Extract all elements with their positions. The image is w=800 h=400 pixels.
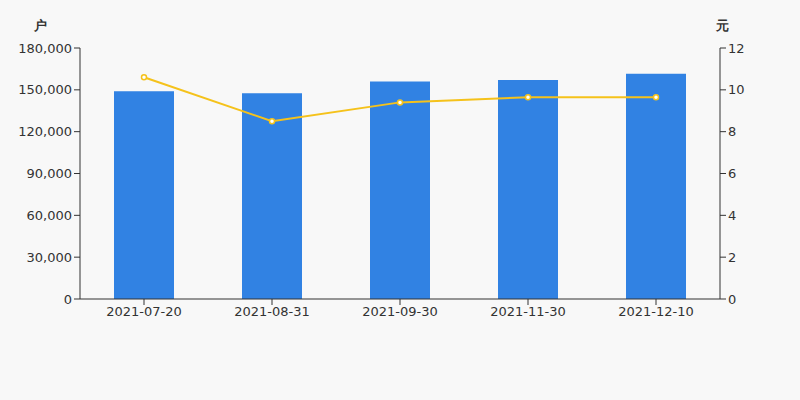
svg-text:0: 0 [728, 292, 736, 307]
svg-text:6: 6 [728, 166, 736, 181]
svg-text:2021-08-31: 2021-08-31 [234, 304, 310, 319]
svg-text:90,000: 90,000 [27, 166, 73, 181]
svg-text:2021-11-30: 2021-11-30 [490, 304, 566, 319]
svg-text:120,000: 120,000 [18, 124, 72, 139]
svg-text:150,000: 150,000 [18, 82, 72, 97]
svg-text:2021-12-10: 2021-12-10 [618, 304, 694, 319]
svg-text:30,000: 30,000 [27, 250, 73, 265]
svg-text:2021-07-20: 2021-07-20 [106, 304, 182, 319]
svg-text:0: 0 [64, 292, 72, 307]
svg-text:4: 4 [728, 208, 736, 223]
svg-text:180,000: 180,000 [18, 41, 72, 56]
svg-text:10: 10 [728, 82, 745, 97]
svg-text:12: 12 [728, 41, 745, 56]
svg-text:元: 元 [715, 18, 729, 33]
svg-text:60,000: 60,000 [27, 208, 73, 223]
svg-text:2: 2 [728, 250, 736, 265]
svg-text:户: 户 [33, 18, 47, 33]
svg-text:2021-09-30: 2021-09-30 [362, 304, 438, 319]
svg-text:8: 8 [728, 124, 736, 139]
